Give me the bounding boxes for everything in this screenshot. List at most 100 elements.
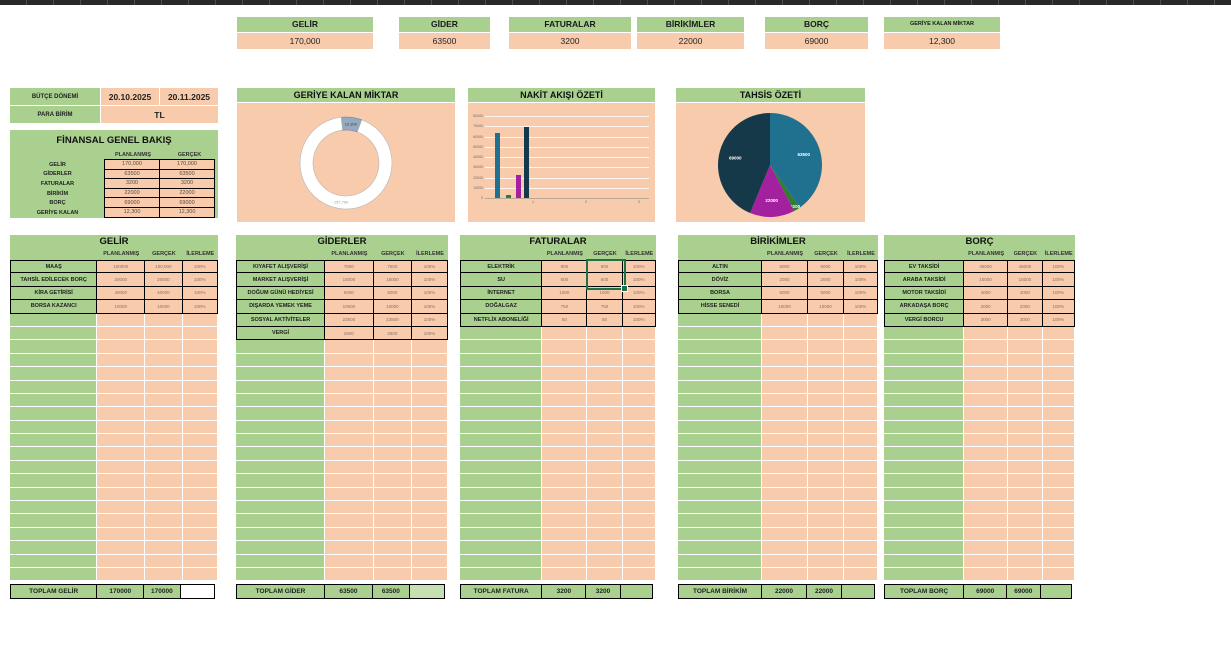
empty-cell[interactable]: [182, 567, 218, 582]
budget-end-cell[interactable]: 20.11.2025: [160, 88, 218, 105]
empty-cell[interactable]: [325, 487, 374, 502]
empty-cell[interactable]: [808, 367, 844, 381]
empty-cell[interactable]: [97, 514, 146, 528]
empty-cell[interactable]: [808, 313, 844, 327]
empty-cell[interactable]: [373, 487, 412, 502]
empty-cell[interactable]: [964, 514, 1009, 528]
empty-cell[interactable]: [10, 501, 98, 515]
empty-cell[interactable]: [325, 541, 374, 555]
row-label-cell[interactable]: ALTIN: [678, 260, 762, 274]
row-value-cell[interactable]: 100000: [97, 260, 146, 274]
empty-cell[interactable]: [460, 326, 543, 341]
row-label-cell[interactable]: SU: [460, 273, 543, 287]
empty-cell[interactable]: [678, 353, 762, 368]
empty-cell[interactable]: [622, 460, 656, 475]
empty-cell[interactable]: [1008, 340, 1043, 354]
row-value-cell[interactable]: 2000: [808, 273, 844, 287]
row-value-cell[interactable]: 100,000: [145, 260, 183, 274]
empty-cell[interactable]: [964, 380, 1009, 394]
empty-cell[interactable]: [844, 393, 878, 408]
empty-cell[interactable]: [97, 326, 146, 341]
empty-cell[interactable]: [808, 501, 844, 515]
empty-cell[interactable]: [587, 474, 623, 488]
empty-cell[interactable]: [587, 434, 623, 448]
empty-cell[interactable]: [884, 407, 965, 421]
empty-cell[interactable]: [411, 514, 448, 528]
empty-cell[interactable]: [460, 434, 543, 448]
empty-cell[interactable]: [844, 313, 878, 327]
row-value-cell[interactable]: 100%: [844, 260, 878, 274]
total-value-cell[interactable]: 170000: [96, 584, 145, 600]
budget-start-cell[interactable]: 20.10.2025: [101, 88, 159, 105]
empty-cell[interactable]: [884, 367, 965, 381]
empty-cell[interactable]: [460, 567, 543, 582]
empty-cell[interactable]: [678, 514, 762, 528]
empty-cell[interactable]: [1042, 407, 1075, 421]
row-value-cell[interactable]: 4000: [964, 286, 1009, 301]
empty-cell[interactable]: [844, 514, 878, 528]
empty-cell[interactable]: [678, 487, 762, 502]
empty-cell[interactable]: [10, 554, 98, 568]
empty-cell[interactable]: [884, 420, 965, 435]
empty-cell[interactable]: [325, 554, 374, 568]
empty-cell[interactable]: [1042, 554, 1075, 568]
total-value-cell[interactable]: [1039, 584, 1072, 600]
row-value-cell[interactable]: 100%: [411, 286, 448, 301]
empty-cell[interactable]: [325, 527, 374, 542]
empty-cell[interactable]: [678, 393, 762, 408]
row-value-cell[interactable]: 100%: [622, 313, 656, 327]
row-value-cell[interactable]: 45000: [964, 260, 1009, 274]
empty-cell[interactable]: [762, 326, 808, 341]
empty-cell[interactable]: [460, 407, 543, 421]
total-value-cell[interactable]: 63500: [324, 584, 373, 600]
empty-cell[interactable]: [1008, 434, 1043, 448]
empty-cell[interactable]: [145, 434, 183, 448]
empty-cell[interactable]: [542, 554, 588, 568]
empty-cell[interactable]: [542, 474, 588, 488]
empty-cell[interactable]: [97, 527, 146, 542]
empty-cell[interactable]: [587, 527, 623, 542]
empty-cell[interactable]: [460, 460, 543, 475]
empty-cell[interactable]: [542, 541, 588, 555]
empty-cell[interactable]: [844, 326, 878, 341]
empty-cell[interactable]: [325, 447, 374, 461]
empty-cell[interactable]: [182, 554, 218, 568]
currency-cell[interactable]: TL: [101, 106, 218, 123]
empty-cell[interactable]: [622, 514, 656, 528]
empty-cell[interactable]: [678, 447, 762, 461]
empty-cell[interactable]: [762, 541, 808, 555]
empty-cell[interactable]: [808, 434, 844, 448]
empty-cell[interactable]: [460, 554, 543, 568]
empty-cell[interactable]: [411, 393, 448, 408]
empty-cell[interactable]: [460, 380, 543, 394]
row-value-cell[interactable]: 100%: [411, 300, 448, 314]
row-value-cell[interactable]: 10000: [808, 300, 844, 314]
empty-cell[interactable]: [411, 353, 448, 368]
empty-cell[interactable]: [622, 367, 656, 381]
total-value-cell[interactable]: [408, 584, 445, 600]
row-value-cell[interactable]: 100%: [411, 313, 448, 327]
row-value-cell[interactable]: 100%: [1042, 286, 1075, 301]
empty-cell[interactable]: [411, 527, 448, 542]
empty-cell[interactable]: [844, 474, 878, 488]
row-value-cell[interactable]: 600: [587, 273, 623, 287]
fill-handle[interactable]: [620, 284, 628, 292]
empty-cell[interactable]: [97, 447, 146, 461]
empty-cell[interactable]: [622, 447, 656, 461]
row-value-cell[interactable]: 2000: [762, 273, 808, 287]
empty-cell[interactable]: [182, 420, 218, 435]
empty-cell[interactable]: [542, 407, 588, 421]
empty-cell[interactable]: [542, 501, 588, 515]
empty-cell[interactable]: [542, 353, 588, 368]
row-value-cell[interactable]: 5000: [808, 286, 844, 301]
row-value-cell[interactable]: 10000: [97, 300, 146, 314]
empty-cell[interactable]: [844, 487, 878, 502]
empty-cell[interactable]: [964, 407, 1009, 421]
row-value-cell[interactable]: 100%: [844, 273, 878, 287]
row-value-cell[interactable]: 2500: [325, 326, 374, 341]
empty-cell[interactable]: [884, 527, 965, 542]
empty-cell[interactable]: [10, 541, 98, 555]
empty-cell[interactable]: [678, 541, 762, 555]
row-label-cell[interactable]: VERGİ: [236, 326, 326, 341]
empty-cell[interactable]: [1008, 460, 1043, 475]
